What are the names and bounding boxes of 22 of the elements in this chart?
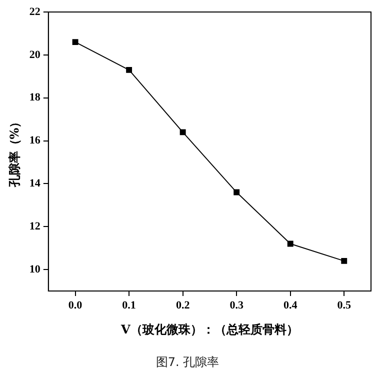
point: [234, 189, 240, 196]
y-tick-label: 16: [29, 134, 41, 147]
point: [287, 240, 294, 247]
y-tick-label: 22: [29, 6, 41, 18]
x-tick-label: 0.0: [68, 299, 83, 312]
y-tick-label: 10: [29, 263, 41, 276]
x-tick-label: 0.5: [337, 299, 352, 312]
x-axis-title: V（玻化微珠）：（总轻质骨料）: [120, 322, 298, 337]
y-axis-title: 孔隙率（%）: [7, 116, 22, 188]
x-tick-label: 0.3: [230, 299, 244, 312]
x-tick-label: 0.4: [283, 299, 298, 312]
x-tick-label: 0.2: [176, 299, 190, 312]
point: [72, 39, 78, 46]
point: [126, 66, 132, 73]
text: 图7. 孔隙率: [156, 354, 220, 369]
point: [341, 258, 348, 264]
point: [180, 129, 186, 136]
x-tick-label: 0.1: [122, 299, 136, 312]
y-tick-label: 18: [29, 92, 41, 104]
y-tick-label: 20: [29, 48, 41, 61]
y-tick-label: 14: [29, 178, 41, 190]
y-tick-label: 12: [29, 220, 41, 232]
